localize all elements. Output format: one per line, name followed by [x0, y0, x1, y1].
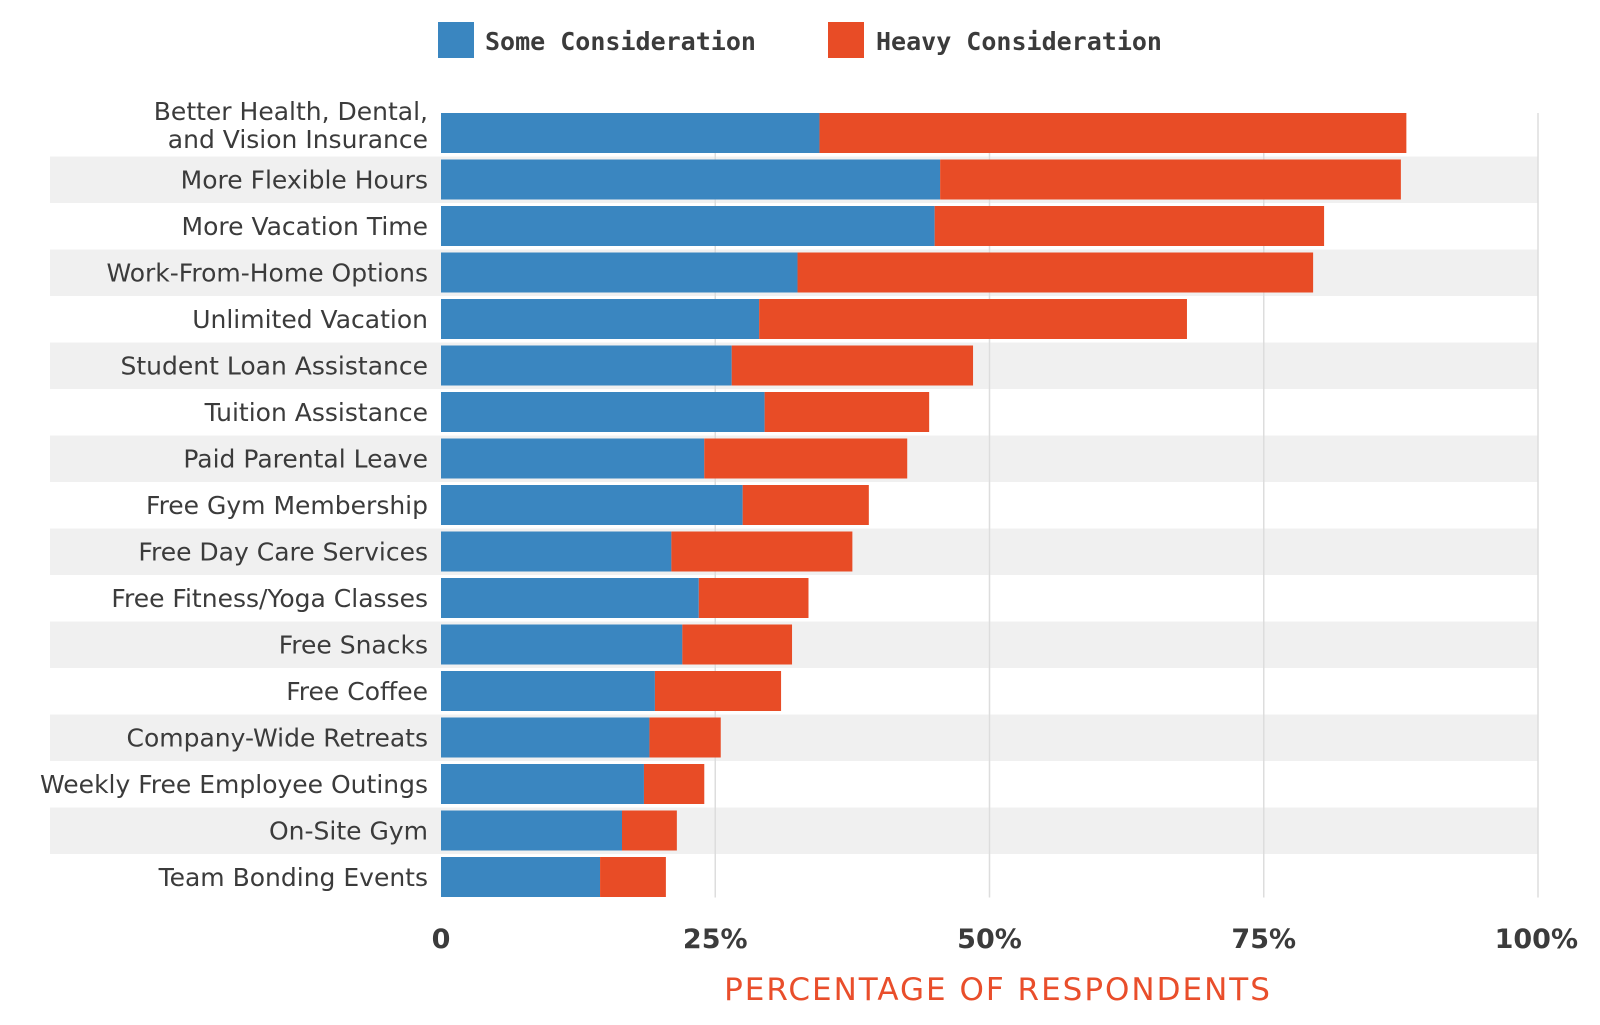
x-tick-label: 25%: [683, 924, 748, 955]
category-label: Free Coffee: [286, 677, 428, 706]
category-label: Company-Wide Retreats: [126, 724, 428, 753]
bar-some-consideration: [441, 159, 941, 200]
bar-heavy-consideration: [600, 857, 666, 897]
bar-heavy-consideration: [649, 717, 721, 758]
legend: Some Consideration Heavy Consideration: [438, 22, 1162, 58]
category-label: Paid Parental Leave: [183, 445, 428, 474]
row-band: [50, 714, 1538, 761]
legend-swatch-some: [438, 22, 474, 58]
bar-some-consideration: [441, 764, 644, 804]
category-label: Unlimited Vacation: [192, 305, 428, 334]
category-label: Better Health, Dental,: [154, 97, 428, 126]
bar-some-consideration: [441, 438, 705, 479]
category-label: Work-From-Home Options: [106, 259, 428, 288]
category-label: Free Day Care Services: [138, 538, 428, 567]
category-label: Free Gym Membership: [146, 491, 428, 520]
bar-some-consideration: [441, 392, 765, 432]
bars: [441, 113, 1407, 897]
bar-some-consideration: [441, 578, 699, 618]
category-label: and Vision Insurance: [168, 125, 428, 154]
bar-some-consideration: [441, 299, 760, 339]
category-label: Student Loan Assistance: [121, 352, 428, 381]
category-label: Team Bonding Events: [158, 863, 428, 892]
bar-heavy-consideration: [654, 671, 782, 711]
bar-some-consideration: [441, 206, 935, 246]
bar-some-consideration: [441, 624, 683, 665]
bar-heavy-consideration: [742, 485, 869, 525]
x-tick-labels: 0 25% 50% 75% 100%: [432, 924, 1578, 955]
bar-some-consideration: [441, 113, 820, 153]
category-labels: Better Health, Dental,and Vision Insuran…: [40, 97, 428, 892]
bar-heavy-consideration: [731, 345, 974, 386]
bar-heavy-consideration: [934, 206, 1325, 246]
category-label: Free Snacks: [279, 631, 428, 660]
bar-heavy-consideration: [819, 113, 1407, 153]
bar-some-consideration: [441, 717, 650, 758]
x-tick-label: 0: [432, 924, 451, 955]
bar-heavy-consideration: [671, 531, 853, 572]
bar-heavy-consideration: [759, 299, 1187, 339]
x-axis-title: PERCENTAGE OF RESPONDENTS: [724, 972, 1272, 1008]
row-band: [50, 807, 1538, 854]
category-label: On-Site Gym: [269, 817, 428, 846]
bar-some-consideration: [441, 857, 601, 897]
bar-some-consideration: [441, 252, 798, 293]
category-label: Tuition Assistance: [204, 398, 428, 427]
legend-swatch-heavy: [828, 22, 864, 58]
bar-heavy-consideration: [940, 159, 1401, 200]
bar-heavy-consideration: [622, 810, 677, 851]
bar-some-consideration: [441, 345, 732, 386]
category-label: Free Fitness/Yoga Classes: [111, 584, 428, 613]
x-tick-label: 75%: [1231, 924, 1296, 955]
bar-some-consideration: [441, 810, 623, 851]
bar-heavy-consideration: [682, 624, 793, 665]
bar-some-consideration: [441, 671, 655, 711]
legend-label-some: Some Consideration: [485, 27, 756, 56]
bar-some-consideration: [441, 531, 672, 572]
row-band: [50, 621, 1538, 668]
category-label: Weekly Free Employee Outings: [40, 770, 428, 799]
category-label: More Flexible Hours: [181, 166, 428, 195]
x-tick-label: 100%: [1495, 924, 1578, 955]
legend-label-heavy: Heavy Consideration: [876, 27, 1162, 56]
bar-heavy-consideration: [797, 252, 1314, 293]
category-label: More Vacation Time: [182, 212, 428, 241]
bar-heavy-consideration: [698, 578, 809, 618]
bar-heavy-consideration: [764, 392, 930, 432]
bar-some-consideration: [441, 485, 743, 525]
bar-heavy-consideration: [643, 764, 705, 804]
bar-heavy-consideration: [704, 438, 908, 479]
x-tick-label: 50%: [957, 924, 1022, 955]
